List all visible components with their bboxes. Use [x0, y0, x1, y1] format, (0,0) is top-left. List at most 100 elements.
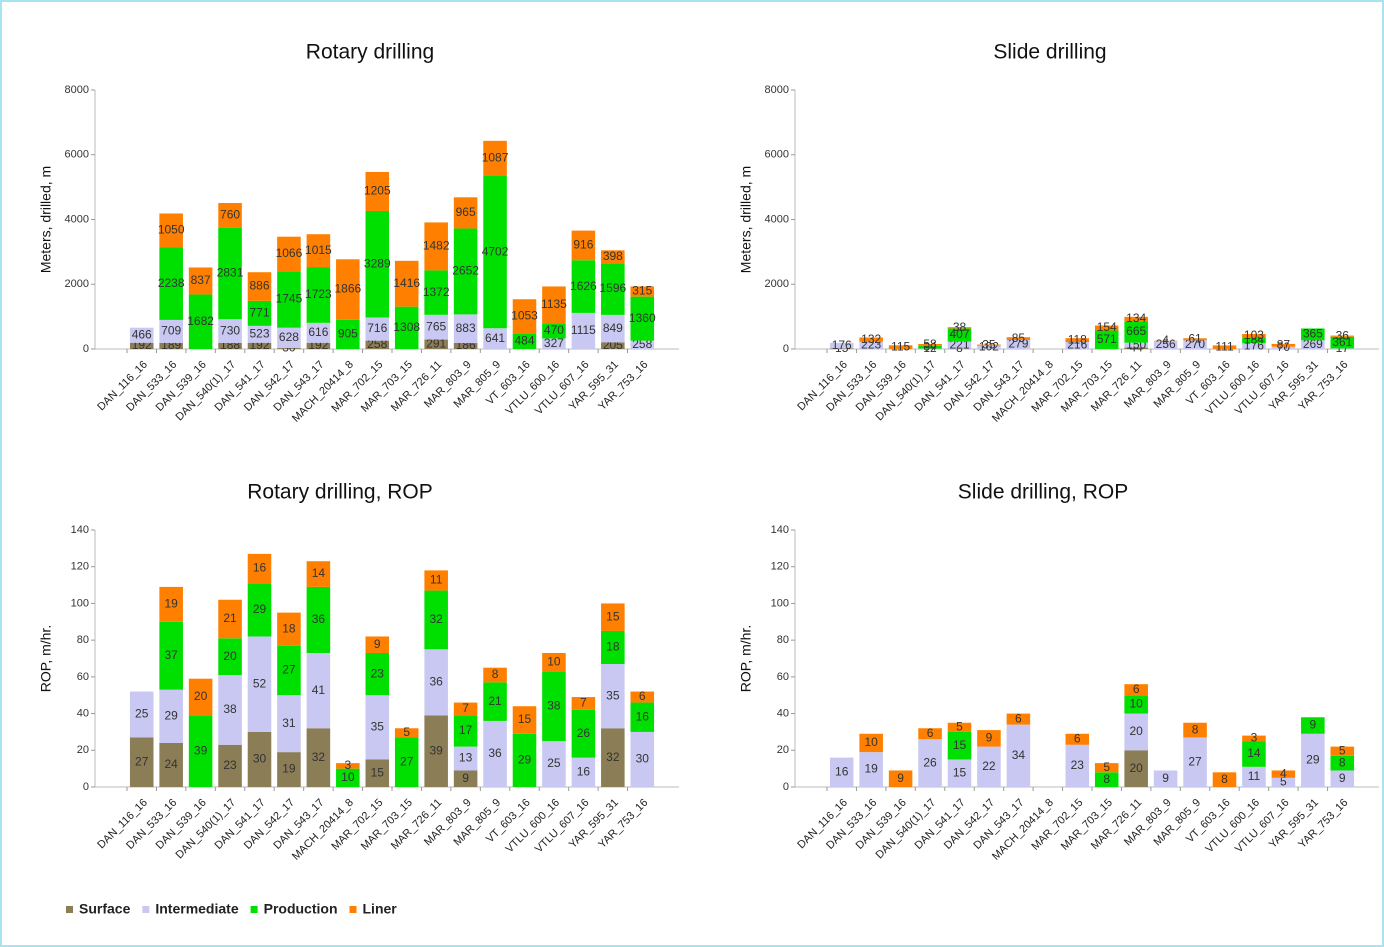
y-tick-label: 0 [83, 781, 89, 793]
value-label: 30 [253, 752, 267, 766]
value-label: 32 [606, 750, 620, 764]
y-tick-label: 20 [77, 744, 89, 756]
bar-segment [571, 709, 596, 758]
bar-segment [1065, 744, 1090, 787]
value-label: 27 [1188, 754, 1202, 768]
bar-segment [218, 319, 242, 343]
bar-segment [483, 682, 507, 721]
y-tick-label: 120 [71, 561, 89, 573]
bar-segment [542, 652, 566, 672]
y-tick-label: 0 [783, 781, 789, 793]
value-label: 1053 [511, 308, 538, 322]
bar-segment [1094, 325, 1119, 331]
y-tick-label: 40 [777, 707, 789, 719]
bar-segment [306, 728, 331, 787]
value-label: 6 [1015, 711, 1022, 725]
value-label: 1135 [541, 297, 567, 311]
bar-segment [336, 259, 360, 320]
bar-segment [277, 348, 301, 349]
bar-segment [512, 706, 537, 734]
legend-label: Surface [79, 901, 131, 917]
y-tick-label: 60 [77, 671, 89, 683]
value-label: 3 [1251, 731, 1258, 745]
bar-segment [918, 728, 942, 740]
value-label: 17 [459, 723, 473, 737]
bar-segment [277, 271, 301, 328]
value-label: 87 [1277, 337, 1291, 351]
value-label: 19 [164, 597, 178, 611]
bar-segment [1124, 316, 1148, 322]
bar-segment [365, 340, 390, 349]
value-label: 52 [253, 676, 267, 690]
value-label: 38 [223, 702, 237, 716]
value-label: 29 [1306, 753, 1320, 767]
value-label: 291 [426, 336, 446, 350]
y-tick-label: 120 [771, 561, 789, 573]
bar-segment [630, 691, 655, 703]
bar-segment [888, 345, 913, 349]
bar-segment [542, 338, 566, 349]
bar-segment [1006, 724, 1031, 787]
bar-segment [247, 553, 272, 584]
value-label: 1745 [276, 292, 303, 306]
value-label: 1115 [571, 323, 596, 337]
value-label: 36 [488, 746, 502, 760]
bar-segment [277, 236, 301, 272]
bar-segment [306, 561, 331, 587]
bar-segment [601, 263, 625, 315]
bar-segment [159, 213, 183, 248]
bar-segment [129, 342, 154, 349]
bar-segment [218, 203, 242, 228]
bar-segment [571, 260, 596, 313]
bar-segment [1212, 772, 1237, 787]
value-label: 1015 [305, 243, 332, 257]
value-label: 36 [1336, 328, 1350, 342]
value-label: 26 [923, 755, 937, 769]
bar-segment [1183, 340, 1207, 349]
bar-segment [453, 746, 478, 771]
y-tick-label: 80 [77, 634, 89, 646]
bar-segment [129, 327, 154, 343]
y-tick-label: 8000 [765, 84, 789, 96]
bar-segment [947, 327, 972, 329]
value-label: 35 [982, 337, 996, 351]
value-label: 9 [462, 771, 469, 785]
bar-segment [247, 636, 272, 732]
legend-swatch [250, 906, 258, 913]
bar-segment [859, 733, 883, 753]
value-label: 9 [1339, 771, 1346, 785]
value-label: 269 [1303, 337, 1323, 351]
bar-segment [336, 763, 360, 769]
legend-swatch [142, 906, 150, 913]
value-label: 1360 [629, 311, 656, 325]
bar-segment [365, 317, 390, 341]
bar-segment [129, 691, 154, 738]
value-label: 19 [282, 762, 296, 776]
bar-segment [601, 342, 625, 349]
value-label: 270 [1185, 337, 1205, 351]
value-label: 30 [636, 752, 650, 766]
value-label: 27 [400, 754, 414, 768]
bar-segment [977, 746, 1001, 787]
bar-segment [1183, 737, 1207, 787]
bar-segment [365, 636, 390, 653]
y-tick-label: 6000 [65, 149, 89, 161]
value-label: 38 [547, 698, 561, 712]
bar-segment [247, 731, 272, 787]
value-label: 2652 [452, 264, 479, 278]
bar-segment [277, 327, 301, 349]
value-label: 84 [923, 339, 937, 353]
legend-swatch [349, 906, 357, 913]
bar-segment [1271, 777, 1296, 787]
bar-segment [1242, 343, 1266, 349]
bar-segment [453, 715, 478, 747]
bar-segment [247, 342, 272, 349]
value-label: 26 [577, 726, 591, 740]
bar-segment [365, 171, 390, 211]
value-label: 111 [1215, 339, 1234, 353]
value-label: 41 [312, 683, 326, 697]
value-label: 29 [518, 753, 532, 767]
value-label: 8 [492, 667, 499, 681]
value-label: 1596 [599, 281, 626, 295]
